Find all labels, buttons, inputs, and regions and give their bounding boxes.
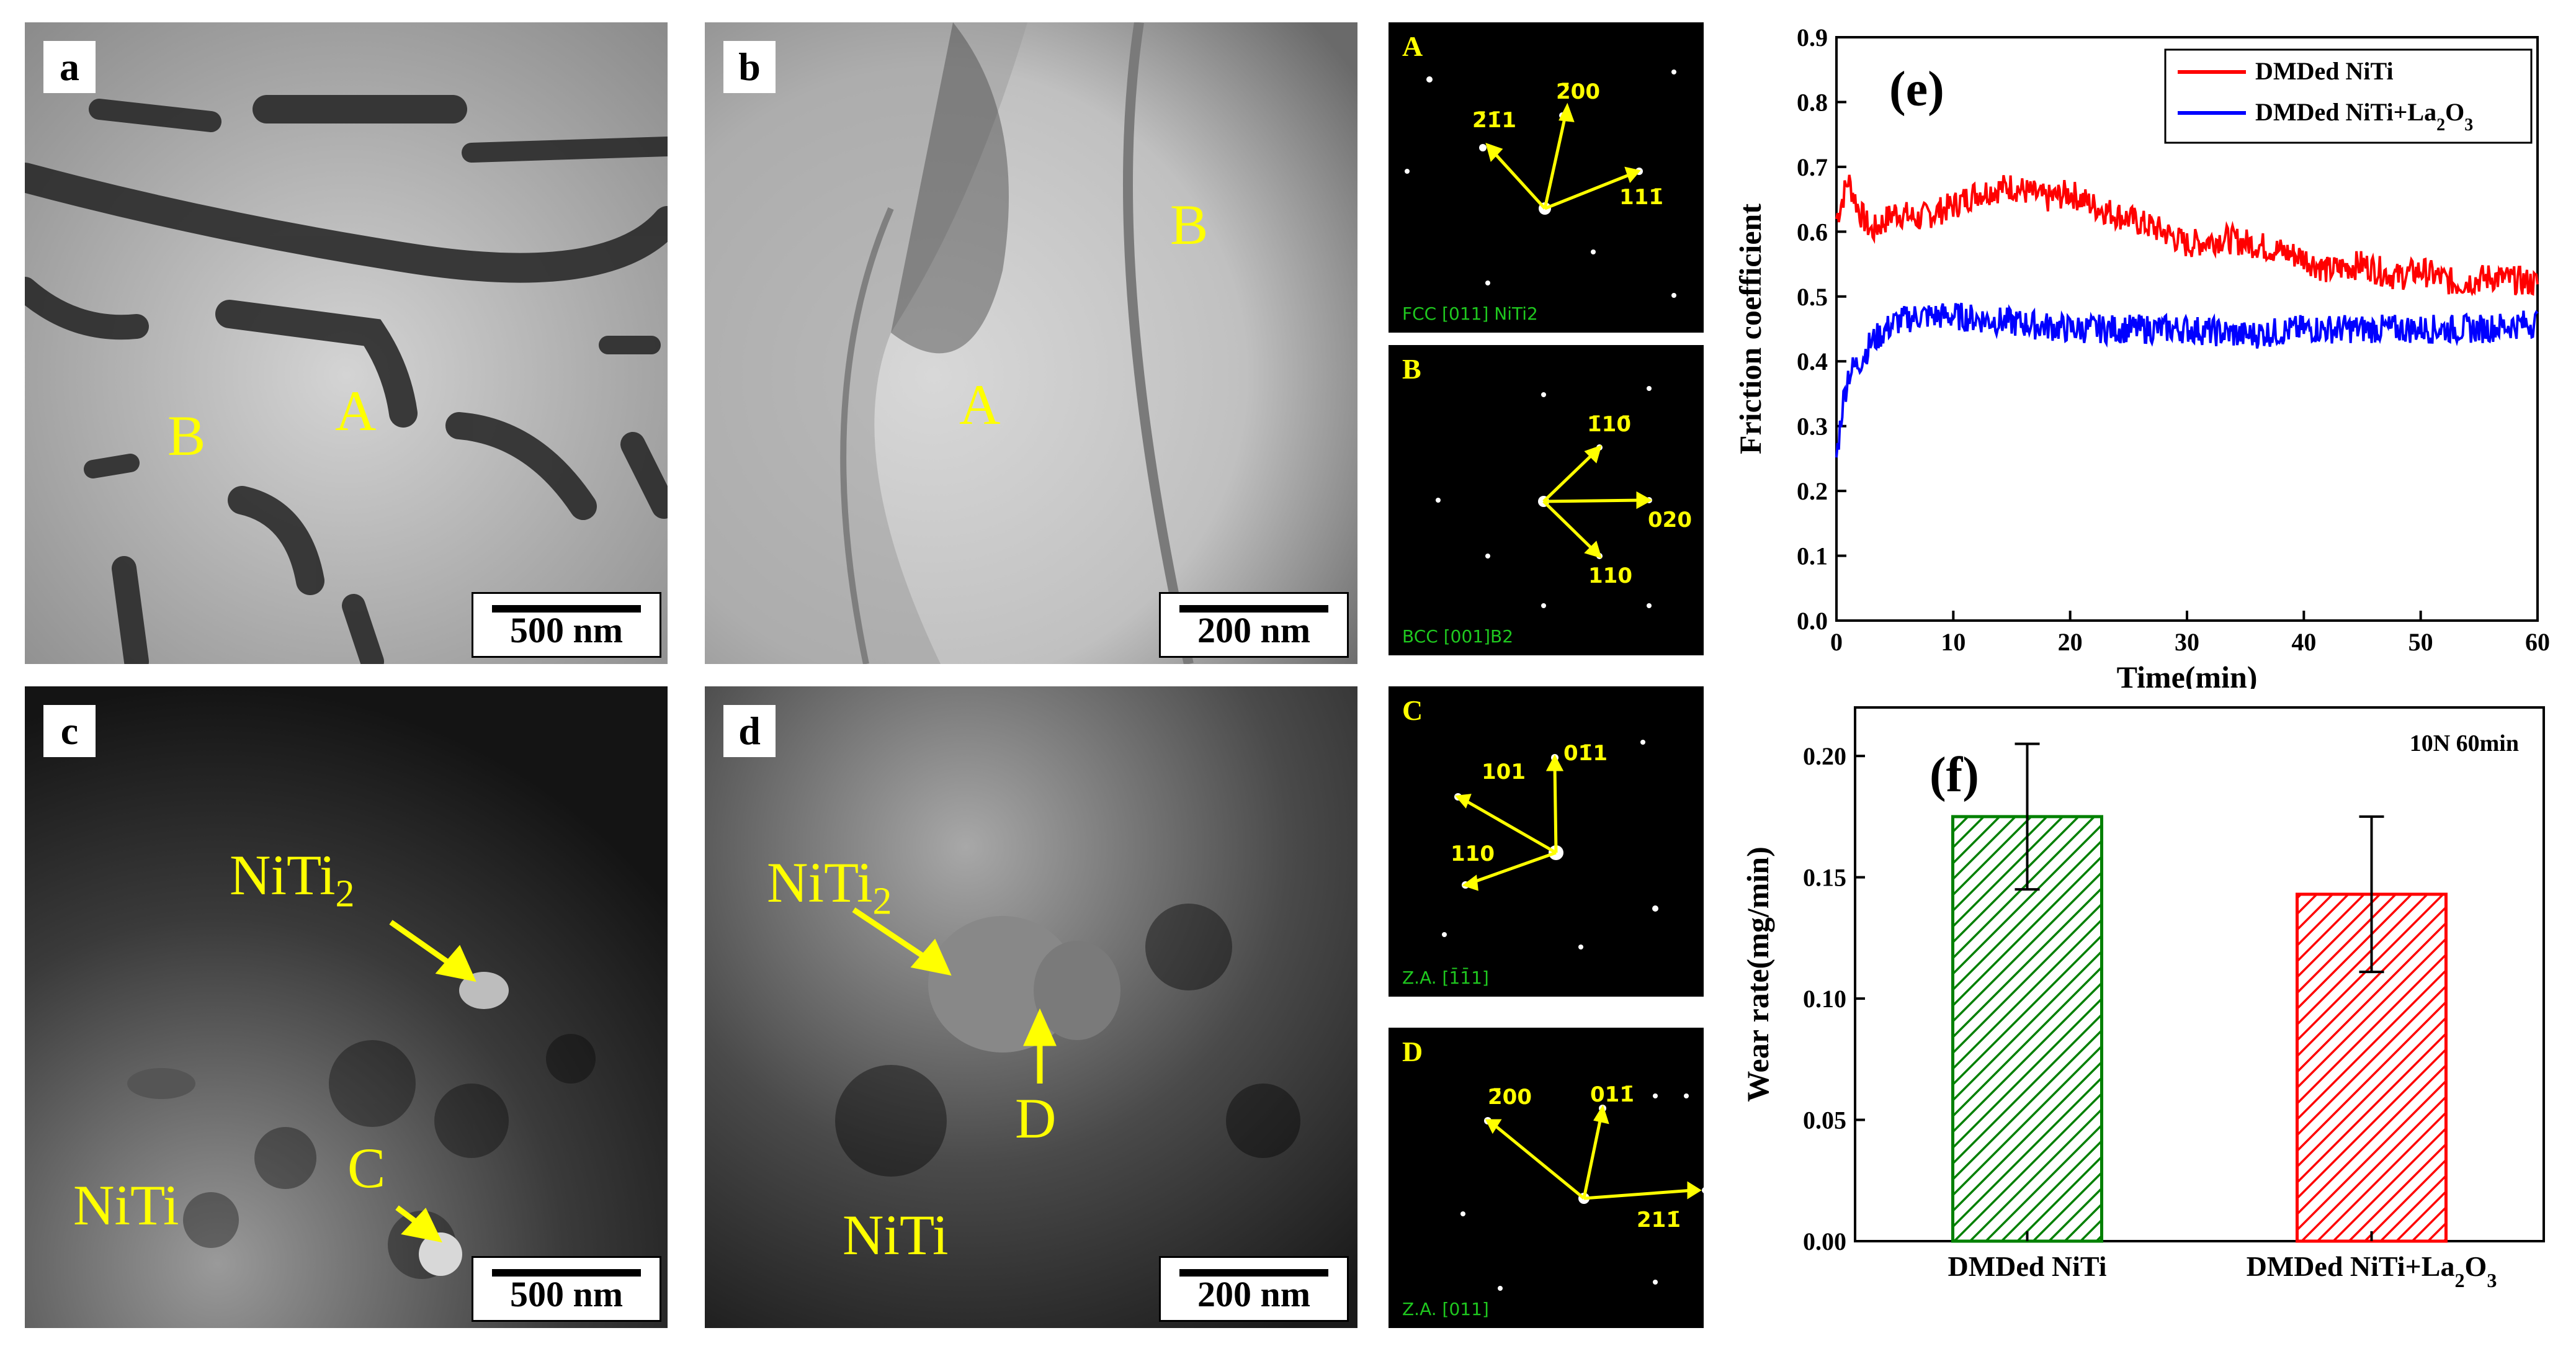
diffraction-spots <box>1460 1093 1704 1291</box>
tem-panel-b: b B A 200 nm <box>705 22 1357 664</box>
tem-image-d <box>705 686 1357 1328</box>
y-tick-label: 0.20 <box>1803 742 1846 770</box>
category-label: DMDed NiTi+La2O3 <box>2247 1250 2497 1291</box>
series-line-2 <box>1835 302 2539 458</box>
y-tick-label: 0.3 <box>1797 413 1828 441</box>
saed-letter: A <box>1402 30 1423 62</box>
tem-panel-c: c NiTi2 NiTi C 500 nm <box>25 686 668 1328</box>
y-tick-label: 0.0 <box>1797 607 1828 635</box>
friction-chart-svg: 0.0 0.1 0.2 0.3 0.4 0.5 0.6 0.7 0.8 0.9 0 10 20 30 40 5… <box>1733 24 2550 689</box>
miller-index: 2̄00 <box>1556 79 1600 104</box>
region-marker-b: B <box>1170 193 1209 256</box>
scale-bar-a: 500 nm <box>472 592 661 658</box>
phase-label-niti: NiTi <box>73 1174 179 1237</box>
y-tick-label: 0.15 <box>1803 864 1846 892</box>
series-line-1 <box>1835 174 2539 297</box>
y-tick-label: 0.4 <box>1797 348 1828 375</box>
saed-pattern-c: C 101 01̄1 110 Z.A. [1̄1̄1] <box>1389 686 1704 997</box>
miller-index: 2̄1̄1 <box>1472 108 1516 133</box>
x-tick-label: 0 <box>1830 628 1843 656</box>
region-marker-a: A <box>959 373 1001 436</box>
wear-rate-chart-svg: 0.00 0.05 0.10 0.15 0.20 Wear rate(mg/min) (f)… <box>1740 706 2545 1291</box>
saed-letter: C <box>1402 694 1423 726</box>
x-tick-label: 20 <box>2058 628 2083 656</box>
panel-label-e: (e) <box>1889 62 1944 117</box>
zone-axis-label: FCC [011] NiTi2 <box>1402 303 1538 324</box>
y-axis-label: Friction coefficient <box>1733 204 1768 454</box>
saed-pattern-d: D 2̄00 011̄ 211̄ Z.A. [011] <box>1389 1028 1704 1328</box>
zone-axis-label: BCC [001]B2 <box>1402 626 1514 647</box>
x-tick-label: 30 <box>2175 628 2199 656</box>
zone-axis-label: Z.A. [1̄1̄1] <box>1402 967 1489 988</box>
legend-box <box>2164 48 2533 144</box>
panel-label-d: d <box>723 705 776 757</box>
y-tick-label: 0.7 <box>1797 153 1828 181</box>
wear-rate-chart: 0.00 0.05 0.10 0.15 0.20 Wear rate(mg/min) (f)… <box>1731 689 2562 1334</box>
region-marker-a: A <box>335 379 377 442</box>
y-tick-label: 0.10 <box>1803 985 1846 1013</box>
diffraction-spots <box>1442 740 1658 949</box>
category-label: DMDed NiTi <box>1948 1250 2107 1282</box>
y-tick-label: 0.05 <box>1803 1106 1846 1134</box>
miller-index: 1̄10̄ <box>1587 412 1631 437</box>
miller-index: 101 <box>1482 760 1526 784</box>
diffraction-spots <box>1405 70 1676 298</box>
scale-bar-c: 500 nm <box>472 1256 661 1322</box>
miller-index: 110 <box>1588 563 1632 588</box>
region-marker-d: D <box>1015 1087 1057 1150</box>
miller-index: 2̄00 <box>1488 1085 1532 1110</box>
miller-index: 01̄1 <box>1563 741 1608 766</box>
miller-index: 211̄ <box>1637 1208 1681 1232</box>
diffraction-spots <box>1436 386 1653 608</box>
tem-image-c <box>25 686 668 1328</box>
saed-pattern-b: B 1̄10̄ 020 110 BCC [001]B2 <box>1389 345 1704 655</box>
saed-letter: B <box>1402 353 1421 385</box>
region-marker-b: B <box>168 404 206 467</box>
y-tick-label: 0.9 <box>1797 24 1828 52</box>
miller-index: 110 <box>1451 842 1495 866</box>
plot-frame <box>1854 706 2545 1242</box>
y-axis-label: Wear rate(mg/min) <box>1740 846 1775 1102</box>
saed-letter: D <box>1402 1036 1423 1067</box>
x-axis-label: Time(min) <box>2117 660 2258 689</box>
phase-label-niti: NiTi <box>843 1203 949 1267</box>
phase-label-niti2: NiTi2 <box>230 843 355 915</box>
zone-axis-label: Z.A. [011] <box>1402 1299 1489 1319</box>
x-tick-label: 50 <box>2408 628 2433 656</box>
y-tick-label: 0.5 <box>1797 283 1828 311</box>
miller-index: 011̄ <box>1590 1082 1634 1107</box>
panel-label-b: b <box>723 41 776 93</box>
y-tick-label: 0.2 <box>1797 477 1828 505</box>
legend-label: DMDed NiTi <box>2255 57 2394 85</box>
miller-index: 020 <box>1648 508 1692 532</box>
region-marker-c: C <box>347 1136 386 1200</box>
scale-bar-label: 500 nm <box>509 610 624 650</box>
y-tick-label: 0.1 <box>1797 542 1828 570</box>
panel-label-f: (f) <box>1930 748 1979 802</box>
panel-label-a: a <box>43 41 96 93</box>
saed-pattern-a: A 2̄1̄1 2̄00 111̄ FCC [011] NiTi2 <box>1389 22 1704 333</box>
friction-chart: 0.0 0.1 0.2 0.3 0.4 0.5 0.6 0.7 0.8 0.9 0 10 20 30 40 5… <box>1731 19 2556 689</box>
tem-panel-a: a B A 500 nm <box>25 22 668 664</box>
scale-bar-b: 200 nm <box>1159 592 1349 658</box>
x-tick-label: 10 <box>1941 628 1966 656</box>
tem-image-a <box>25 22 668 664</box>
test-condition: 10N 60min <box>2410 730 2519 756</box>
y-tick-label: 0.8 <box>1797 88 1828 116</box>
tem-image-b <box>705 22 1357 664</box>
y-tick-label: 0.00 <box>1803 1228 1846 1255</box>
x-tick-label: 40 <box>2291 628 2316 656</box>
y-tick-label: 0.6 <box>1797 218 1828 246</box>
phase-label-niti2: NiTi2 <box>767 851 892 923</box>
scale-bar-label: 200 nm <box>1197 1274 1311 1314</box>
legend-label: DMDed NiTi+La2O3 <box>2255 98 2473 135</box>
scale-bar-d: 200 nm <box>1159 1256 1349 1322</box>
panel-label-c: c <box>43 705 96 757</box>
scale-bar-label: 500 nm <box>509 1274 624 1314</box>
x-tick-label: 60 <box>2525 628 2550 656</box>
miller-index: 111̄ <box>1619 185 1663 210</box>
scale-bar-label: 200 nm <box>1197 610 1311 650</box>
tem-panel-d: d NiTi2 D NiTi 200 nm <box>705 686 1357 1328</box>
